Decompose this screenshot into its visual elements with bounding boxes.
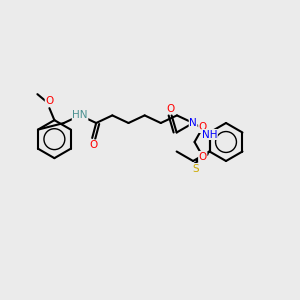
Text: O: O — [89, 140, 97, 150]
Text: HN: HN — [72, 110, 88, 120]
Text: S: S — [192, 164, 199, 173]
Text: O: O — [199, 122, 207, 133]
Text: N: N — [189, 118, 197, 128]
Text: O: O — [167, 103, 175, 113]
Text: NH: NH — [202, 130, 217, 140]
Text: O: O — [45, 96, 53, 106]
Text: O: O — [199, 152, 207, 161]
